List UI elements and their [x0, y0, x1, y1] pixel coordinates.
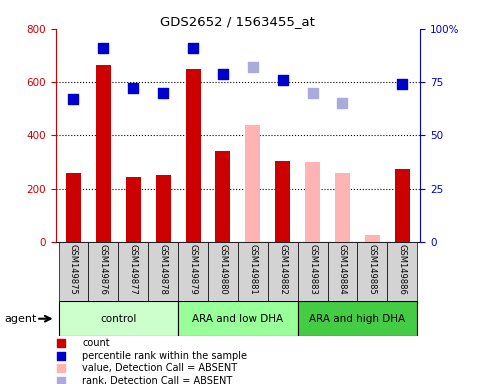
Bar [156, 175, 170, 242]
Bar [365, 235, 380, 242]
Text: ARA and high DHA: ARA and high DHA [310, 314, 406, 324]
Text: GSM149884: GSM149884 [338, 244, 347, 295]
Bar [66, 173, 81, 242]
Bar [395, 169, 410, 242]
Bar [178, 242, 208, 301]
Bar [96, 65, 111, 242]
Point [339, 100, 346, 106]
Bar [387, 242, 417, 301]
Point [57, 365, 65, 371]
Text: agent: agent [5, 314, 37, 324]
Point [57, 378, 65, 384]
Text: GSM149878: GSM149878 [158, 244, 168, 295]
Text: control: control [100, 314, 137, 324]
Point [279, 77, 286, 83]
Point [57, 353, 65, 359]
Bar [148, 242, 178, 301]
Point [398, 81, 406, 87]
Bar [298, 301, 417, 336]
Bar [215, 151, 230, 242]
Text: GSM149880: GSM149880 [218, 244, 227, 295]
Bar [335, 173, 350, 242]
Point [219, 71, 227, 77]
Text: GSM149877: GSM149877 [129, 244, 138, 295]
Bar [245, 125, 260, 242]
Point [249, 64, 256, 70]
Bar [178, 301, 298, 336]
Point [99, 45, 107, 51]
Bar [327, 242, 357, 301]
Point [309, 90, 316, 96]
Text: percentile rank within the sample: percentile rank within the sample [82, 351, 247, 361]
Bar [275, 161, 290, 242]
Text: ARA and low DHA: ARA and low DHA [192, 314, 284, 324]
Text: GSM149879: GSM149879 [188, 244, 198, 295]
Point [129, 85, 137, 91]
Bar [298, 242, 327, 301]
Text: GSM149875: GSM149875 [69, 244, 78, 295]
Point [159, 90, 167, 96]
Text: GSM149876: GSM149876 [99, 244, 108, 295]
Bar [268, 242, 298, 301]
Bar [238, 242, 268, 301]
Bar [88, 242, 118, 301]
Text: rank, Detection Call = ABSENT: rank, Detection Call = ABSENT [82, 376, 232, 384]
Text: GSM149882: GSM149882 [278, 244, 287, 295]
Bar [126, 177, 141, 242]
Bar [58, 242, 88, 301]
Bar [58, 301, 178, 336]
Text: GSM149886: GSM149886 [398, 244, 407, 295]
Point [189, 45, 197, 51]
Bar [208, 242, 238, 301]
Text: GSM149881: GSM149881 [248, 244, 257, 295]
Text: GSM149883: GSM149883 [308, 244, 317, 295]
Bar [357, 242, 387, 301]
Bar [185, 69, 200, 242]
Text: count: count [82, 338, 110, 348]
Point [70, 96, 77, 102]
Text: GSM149885: GSM149885 [368, 244, 377, 295]
Point [57, 340, 65, 346]
Title: GDS2652 / 1563455_at: GDS2652 / 1563455_at [160, 15, 315, 28]
Bar [118, 242, 148, 301]
Text: value, Detection Call = ABSENT: value, Detection Call = ABSENT [82, 363, 238, 373]
Bar [305, 162, 320, 242]
